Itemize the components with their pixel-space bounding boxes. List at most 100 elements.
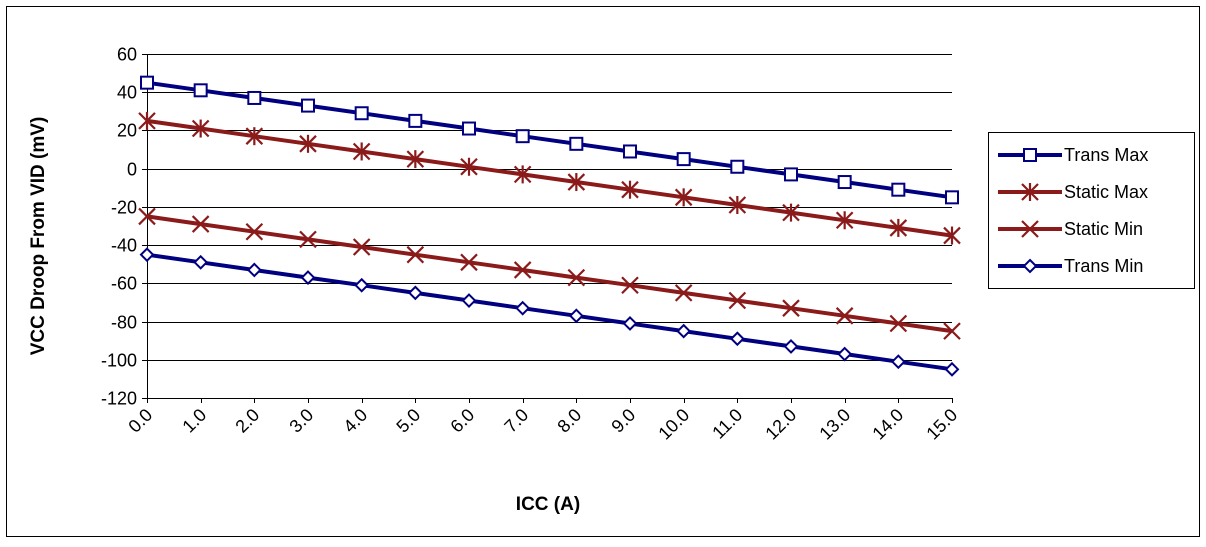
data-point xyxy=(837,346,853,362)
series-layer xyxy=(138,75,961,377)
data-point xyxy=(513,261,532,279)
data-point xyxy=(245,127,264,146)
data-point xyxy=(247,90,262,105)
series-static-max xyxy=(138,111,961,245)
data-point xyxy=(460,157,478,176)
series-line-trans-min xyxy=(146,252,953,372)
series-line-static-max xyxy=(146,118,953,238)
data-point xyxy=(728,291,747,310)
data-point xyxy=(674,188,693,207)
data-point xyxy=(461,293,477,308)
data-point xyxy=(835,211,854,230)
data-point xyxy=(191,215,210,233)
legend-item-trans-max: Trans Max xyxy=(998,145,1148,165)
data-point xyxy=(676,152,691,167)
legend: Trans Max Static Max Static Min Trans Min xyxy=(988,132,1195,289)
data-point xyxy=(784,167,798,182)
data-point xyxy=(299,134,317,153)
data-point xyxy=(568,308,584,324)
series-line-static-min xyxy=(146,214,953,334)
y-tick-label: -40 xyxy=(111,236,137,256)
y-axis-title: VCC Droop From VID (mV) xyxy=(28,117,49,356)
series-static-min xyxy=(138,207,961,340)
legend-box xyxy=(988,132,1195,289)
data-point xyxy=(891,182,906,197)
data-point xyxy=(515,129,530,144)
data-point xyxy=(567,173,586,192)
data-point xyxy=(623,144,637,159)
data-point xyxy=(406,150,425,169)
data-point xyxy=(944,361,960,377)
y-tick-label: -80 xyxy=(111,313,137,333)
y-tick-label: -20 xyxy=(111,198,137,218)
y-tick-label: 60 xyxy=(117,45,137,65)
data-point xyxy=(515,300,531,316)
data-point xyxy=(191,119,210,138)
data-point xyxy=(139,247,155,263)
data-point xyxy=(889,218,908,237)
data-point xyxy=(621,276,639,295)
data-point xyxy=(889,314,908,333)
data-point xyxy=(945,190,959,205)
data-point xyxy=(140,75,154,90)
data-point xyxy=(676,323,692,339)
data-point xyxy=(406,245,425,264)
data-point xyxy=(513,165,532,184)
data-point xyxy=(407,285,423,301)
data-point xyxy=(728,195,747,214)
legend-item-static-min: Static Min xyxy=(998,219,1143,239)
data-point xyxy=(782,203,800,222)
y-tick-label: -100 xyxy=(101,351,137,371)
data-point xyxy=(352,238,371,256)
series-trans-min xyxy=(139,247,960,377)
data-point xyxy=(300,270,316,286)
data-point xyxy=(1021,183,1039,201)
data-point xyxy=(729,331,745,347)
legend-label: Trans Min xyxy=(1064,256,1143,276)
data-point xyxy=(301,98,315,113)
data-point xyxy=(730,159,745,174)
data-point xyxy=(890,354,906,370)
data-point xyxy=(299,230,317,249)
data-point xyxy=(354,277,370,293)
data-point xyxy=(354,106,369,121)
series-trans-max xyxy=(140,75,959,205)
data-point xyxy=(943,322,961,340)
y-tick-label: 0 xyxy=(127,160,137,180)
data-point xyxy=(138,111,156,130)
legend-item-static-max: Static Max xyxy=(998,182,1148,202)
data-point xyxy=(943,226,961,245)
data-point xyxy=(835,307,854,325)
y-tick-label: 40 xyxy=(117,83,137,103)
data-point xyxy=(674,284,693,302)
legend-label: Trans Max xyxy=(1064,145,1148,165)
axes xyxy=(142,54,953,403)
data-point xyxy=(408,113,423,128)
data-point xyxy=(138,207,156,226)
data-point xyxy=(193,254,209,270)
data-point xyxy=(1023,148,1037,162)
legend-label: Static Min xyxy=(1064,219,1143,239)
data-point xyxy=(1022,258,1038,274)
legend-label: Static Max xyxy=(1064,182,1148,202)
data-point xyxy=(462,121,476,136)
data-point xyxy=(569,136,584,151)
data-point xyxy=(460,253,478,272)
data-point xyxy=(837,175,852,190)
y-tick-label: 20 xyxy=(117,121,137,141)
data-point xyxy=(567,268,586,287)
x-axis-title: ICC (A) xyxy=(516,494,580,515)
legend-item-trans-min: Trans Min xyxy=(998,256,1143,276)
data-point xyxy=(621,180,639,199)
data-point xyxy=(245,222,264,241)
y-tick-label: -120 xyxy=(101,389,137,409)
data-point xyxy=(622,316,638,331)
data-point xyxy=(782,299,800,317)
data-point xyxy=(783,338,799,354)
series-line-trans-max xyxy=(146,80,953,200)
data-point xyxy=(1021,220,1039,238)
data-point xyxy=(352,142,371,161)
y-tick-label: -60 xyxy=(111,274,137,294)
data-point xyxy=(193,83,208,98)
